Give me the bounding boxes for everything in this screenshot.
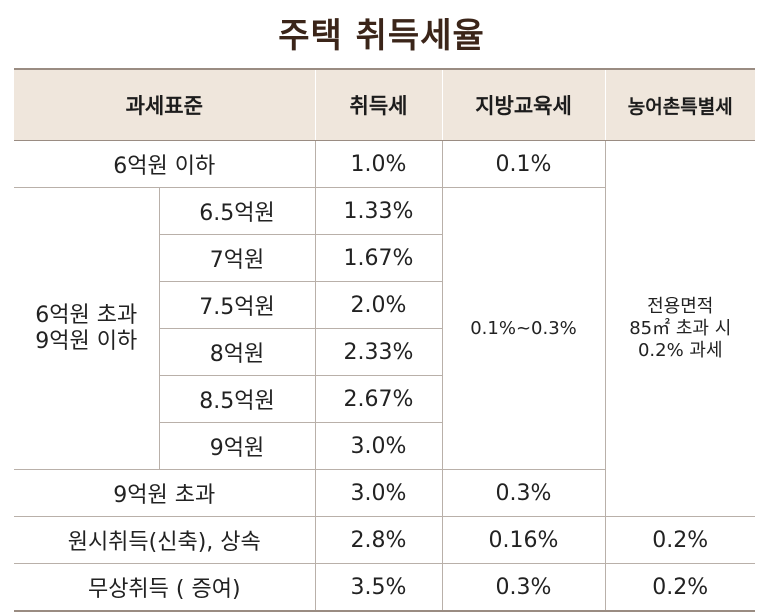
acquisition-tax-value: 1.67% bbox=[315, 234, 443, 282]
row-label: 원시취득(신축), 상속 bbox=[14, 516, 316, 564]
acquisition-tax-value: 2.67% bbox=[315, 375, 443, 423]
education-tax-value: 0.16% bbox=[442, 516, 606, 564]
header-local-education-tax: 지방교육세 bbox=[442, 68, 606, 141]
header-rural-special-tax: 농어촌특별세 bbox=[605, 68, 755, 141]
table-row: 원시취득(신축), 상속 2.8% 0.16% 0.2% bbox=[14, 516, 755, 564]
row-label: 9억원 초과 bbox=[14, 469, 316, 517]
group-label-line: 6억원 초과 bbox=[35, 302, 138, 328]
row-label: 6억원 이하 bbox=[14, 140, 316, 188]
table-row: 7억원 1.67% bbox=[14, 234, 755, 282]
sub-row-label: 6.5억원 bbox=[159, 187, 316, 235]
acquisition-tax-value: 2.0% bbox=[315, 281, 443, 329]
rural-tax-value: 0.2% bbox=[605, 563, 755, 612]
page-title: 주택 취득세율 bbox=[278, 16, 485, 56]
sub-row-label: 7.5억원 bbox=[159, 281, 316, 329]
acquisition-tax-value: 3.5% bbox=[315, 563, 443, 612]
tax-rate-table: 과세표준 취득세 지방교육세 농어촌특별세 6억원 이하 1.0% 0.1% 전… bbox=[14, 68, 755, 612]
education-tax-value: 0.3% bbox=[442, 563, 606, 612]
acquisition-tax-value: 1.0% bbox=[315, 140, 443, 188]
acquisition-tax-value: 2.8% bbox=[315, 516, 443, 564]
sub-row-label: 7억원 bbox=[159, 234, 316, 282]
group-label: 6억원 초과 9억원 이하 bbox=[14, 187, 160, 470]
table-row: 9억원 3.0% bbox=[14, 422, 755, 470]
education-tax-value: 0.3% bbox=[442, 469, 606, 517]
table-header-row: 과세표준 취득세 지방교육세 농어촌특별세 bbox=[14, 68, 755, 141]
table-row: 7.5억원 2.0% bbox=[14, 281, 755, 329]
table-row: 8억원 2.33% bbox=[14, 328, 755, 376]
acquisition-tax-value: 3.0% bbox=[315, 422, 443, 470]
row-label: 무상취득 ( 증여) bbox=[14, 563, 316, 612]
table-row: 9억원 초과 3.0% 0.3% bbox=[14, 469, 755, 517]
rural-tax-note: 전용면적 85㎡ 초과 시 0.2% 과세 bbox=[605, 140, 755, 517]
acquisition-tax-value: 1.33% bbox=[315, 187, 443, 235]
table-row: 6억원 초과 9억원 이하 6.5억원 1.33% 0.1%~0.3% bbox=[14, 187, 755, 470]
header-tax-base: 과세표준 bbox=[14, 68, 316, 141]
group-label-line: 9억원 이하 bbox=[35, 328, 138, 354]
rural-note-line: 0.2% 과세 bbox=[637, 339, 723, 361]
table-row: 8.5억원 2.67% bbox=[14, 375, 755, 423]
rural-note-line: 85㎡ 초과 시 bbox=[629, 317, 732, 339]
education-tax-value: 0.1% bbox=[442, 140, 606, 188]
table-row: 무상취득 ( 증여) 3.5% 0.3% 0.2% bbox=[14, 563, 755, 612]
sub-row-label: 8.5억원 bbox=[159, 375, 316, 423]
acquisition-tax-value: 3.0% bbox=[315, 469, 443, 517]
sub-row-label: 8억원 bbox=[159, 328, 316, 376]
table-row: 6억원 이하 1.0% 0.1% 전용면적 85㎡ 초과 시 0.2% 과세 bbox=[14, 140, 755, 517]
group-education-tax-value: 0.1%~0.3% bbox=[442, 187, 606, 470]
acquisition-tax-value: 2.33% bbox=[315, 328, 443, 376]
sub-row-label: 9억원 bbox=[159, 422, 316, 470]
header-acquisition-tax: 취득세 bbox=[315, 68, 443, 141]
rural-tax-value: 0.2% bbox=[605, 516, 755, 564]
rural-note-line: 전용면적 bbox=[647, 295, 714, 317]
